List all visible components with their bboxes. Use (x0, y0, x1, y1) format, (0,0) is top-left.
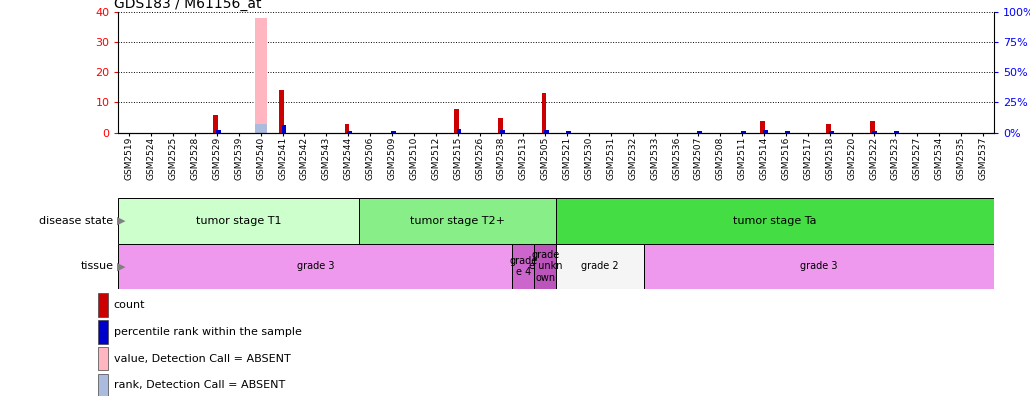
Text: tumor stage T2+: tumor stage T2+ (410, 216, 505, 226)
Text: disease state: disease state (39, 216, 113, 226)
Bar (556, 198, 994, 244)
Bar (512, 244, 535, 289)
Bar (697, 131, 702, 133)
Bar (281, 126, 286, 133)
Bar (98, 320, 108, 344)
Text: count: count (113, 300, 145, 310)
Bar (454, 109, 458, 133)
Bar (785, 131, 790, 133)
Text: ▶: ▶ (117, 261, 126, 271)
Bar (347, 131, 352, 133)
Bar (118, 198, 359, 244)
Bar (742, 131, 746, 133)
Text: grade 2: grade 2 (581, 261, 619, 271)
Text: ▶: ▶ (117, 216, 126, 226)
Bar (216, 130, 220, 133)
Bar (760, 120, 765, 133)
Text: value, Detection Call = ABSENT: value, Detection Call = ABSENT (113, 354, 290, 364)
Text: tumor stage T1: tumor stage T1 (196, 216, 281, 226)
Bar (98, 293, 108, 317)
Bar (826, 124, 831, 133)
Bar (829, 131, 833, 133)
Text: tissue: tissue (80, 261, 113, 271)
Bar (254, 18, 267, 133)
Bar (359, 198, 556, 244)
Text: GDS183 / M61156_at: GDS183 / M61156_at (114, 0, 262, 11)
Bar (894, 131, 899, 133)
Bar (98, 373, 108, 396)
Bar (118, 244, 512, 289)
Bar (501, 130, 505, 133)
Bar (763, 130, 767, 133)
Text: grade 3: grade 3 (297, 261, 334, 271)
Bar (497, 118, 503, 133)
Bar (254, 124, 267, 133)
Bar (213, 114, 218, 133)
Bar (535, 244, 556, 289)
Text: grade 3: grade 3 (800, 261, 837, 271)
Bar (544, 130, 549, 133)
Bar (644, 244, 994, 289)
Text: grade
e 4: grade e 4 (509, 255, 538, 277)
Bar (279, 90, 283, 133)
Bar (872, 131, 878, 133)
Bar (345, 124, 349, 133)
Bar (870, 120, 874, 133)
Bar (556, 244, 644, 289)
Bar (456, 129, 461, 133)
Text: grade
e unkn
own: grade e unkn own (528, 250, 562, 283)
Bar (391, 131, 396, 133)
Bar (542, 93, 546, 133)
Bar (98, 347, 108, 370)
Text: percentile rank within the sample: percentile rank within the sample (113, 327, 302, 337)
Text: tumor stage Ta: tumor stage Ta (733, 216, 817, 226)
Text: rank, Detection Call = ABSENT: rank, Detection Call = ABSENT (113, 380, 285, 390)
Bar (566, 131, 571, 133)
